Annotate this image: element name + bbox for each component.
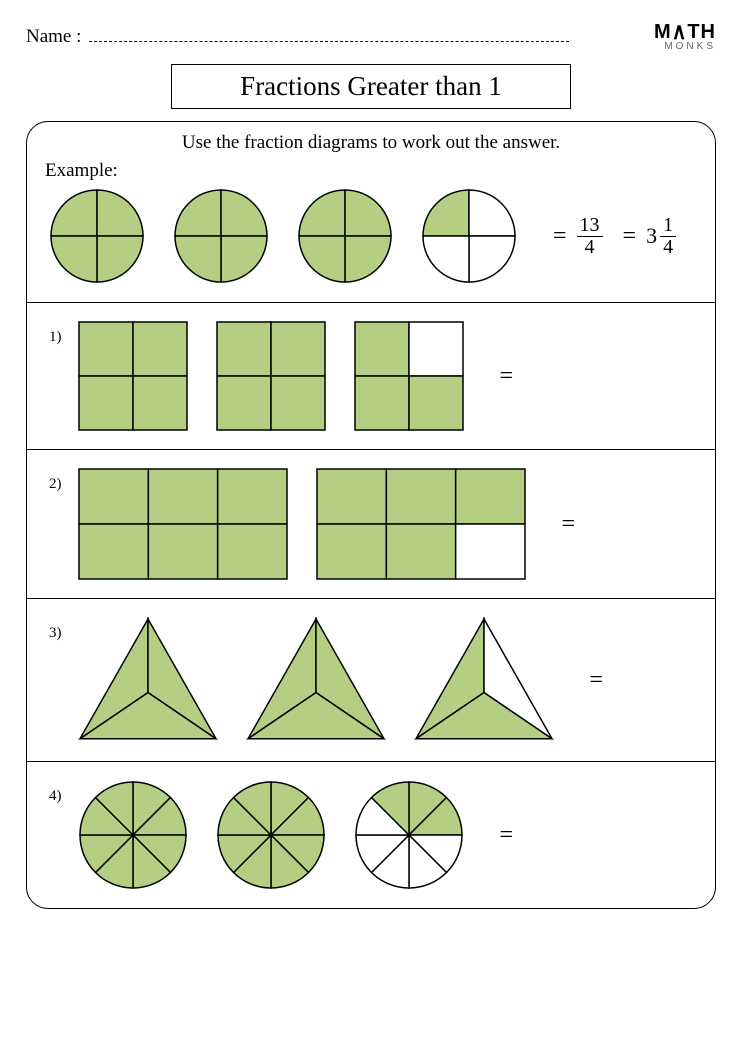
fraction-diagram	[421, 188, 517, 284]
fraction-diagram	[173, 188, 269, 284]
problem-number: 4)	[49, 788, 62, 805]
equals-sign: =	[562, 511, 576, 538]
logo: M∧TH MONKS	[654, 22, 716, 52]
fraction-diagram	[297, 188, 393, 284]
problem-shapes	[78, 617, 554, 743]
problem-row: 2) =	[27, 449, 715, 598]
problem-number: 2)	[49, 476, 62, 493]
fraction-diagram	[78, 321, 188, 431]
equals-sign: =	[623, 223, 637, 250]
fraction-diagram	[78, 780, 188, 890]
fraction-diagram	[414, 617, 554, 743]
fraction-diagram	[78, 468, 288, 580]
equals-sign: =	[553, 223, 567, 250]
problem-row: 1) =	[27, 302, 715, 449]
name-label: Name :	[26, 26, 81, 48]
problem-row: 4) =	[27, 761, 715, 908]
equals-sign: =	[590, 667, 604, 694]
fraction-diagram	[316, 468, 526, 580]
fraction-diagram	[216, 321, 326, 431]
equals-sign: =	[500, 363, 514, 390]
instructions: Use the fraction diagrams to work out th…	[27, 122, 715, 160]
fraction-diagram	[354, 321, 464, 431]
example-shapes	[49, 188, 517, 284]
problem-number: 1)	[49, 329, 62, 346]
main-frame: Use the fraction diagrams to work out th…	[26, 121, 716, 909]
problem-number: 3)	[49, 625, 62, 642]
fraction-diagram	[78, 617, 218, 743]
improper-fraction: 13 4	[577, 215, 603, 258]
problem-shapes	[78, 468, 526, 580]
problem-row: 3) =	[27, 598, 715, 761]
example-label: Example:	[27, 160, 715, 182]
fraction-diagram	[49, 188, 145, 284]
mixed-number: 3 1 4	[646, 215, 676, 258]
fraction-diagram	[216, 780, 326, 890]
equals-sign: =	[500, 822, 514, 849]
logo-top: M∧TH	[654, 22, 716, 42]
problem-shapes	[78, 780, 464, 890]
worksheet-title: Fractions Greater than 1	[171, 64, 571, 109]
header: Name : M∧TH MONKS	[26, 22, 716, 52]
fraction-diagram	[246, 617, 386, 743]
name-input-line[interactable]	[89, 22, 569, 42]
example-answer: = 13 4 = 3 1 4	[543, 215, 676, 258]
problem-shapes	[78, 321, 464, 431]
example-row: = 13 4 = 3 1 4	[27, 188, 715, 302]
fraction-diagram	[354, 780, 464, 890]
name-field: Name :	[26, 22, 569, 48]
